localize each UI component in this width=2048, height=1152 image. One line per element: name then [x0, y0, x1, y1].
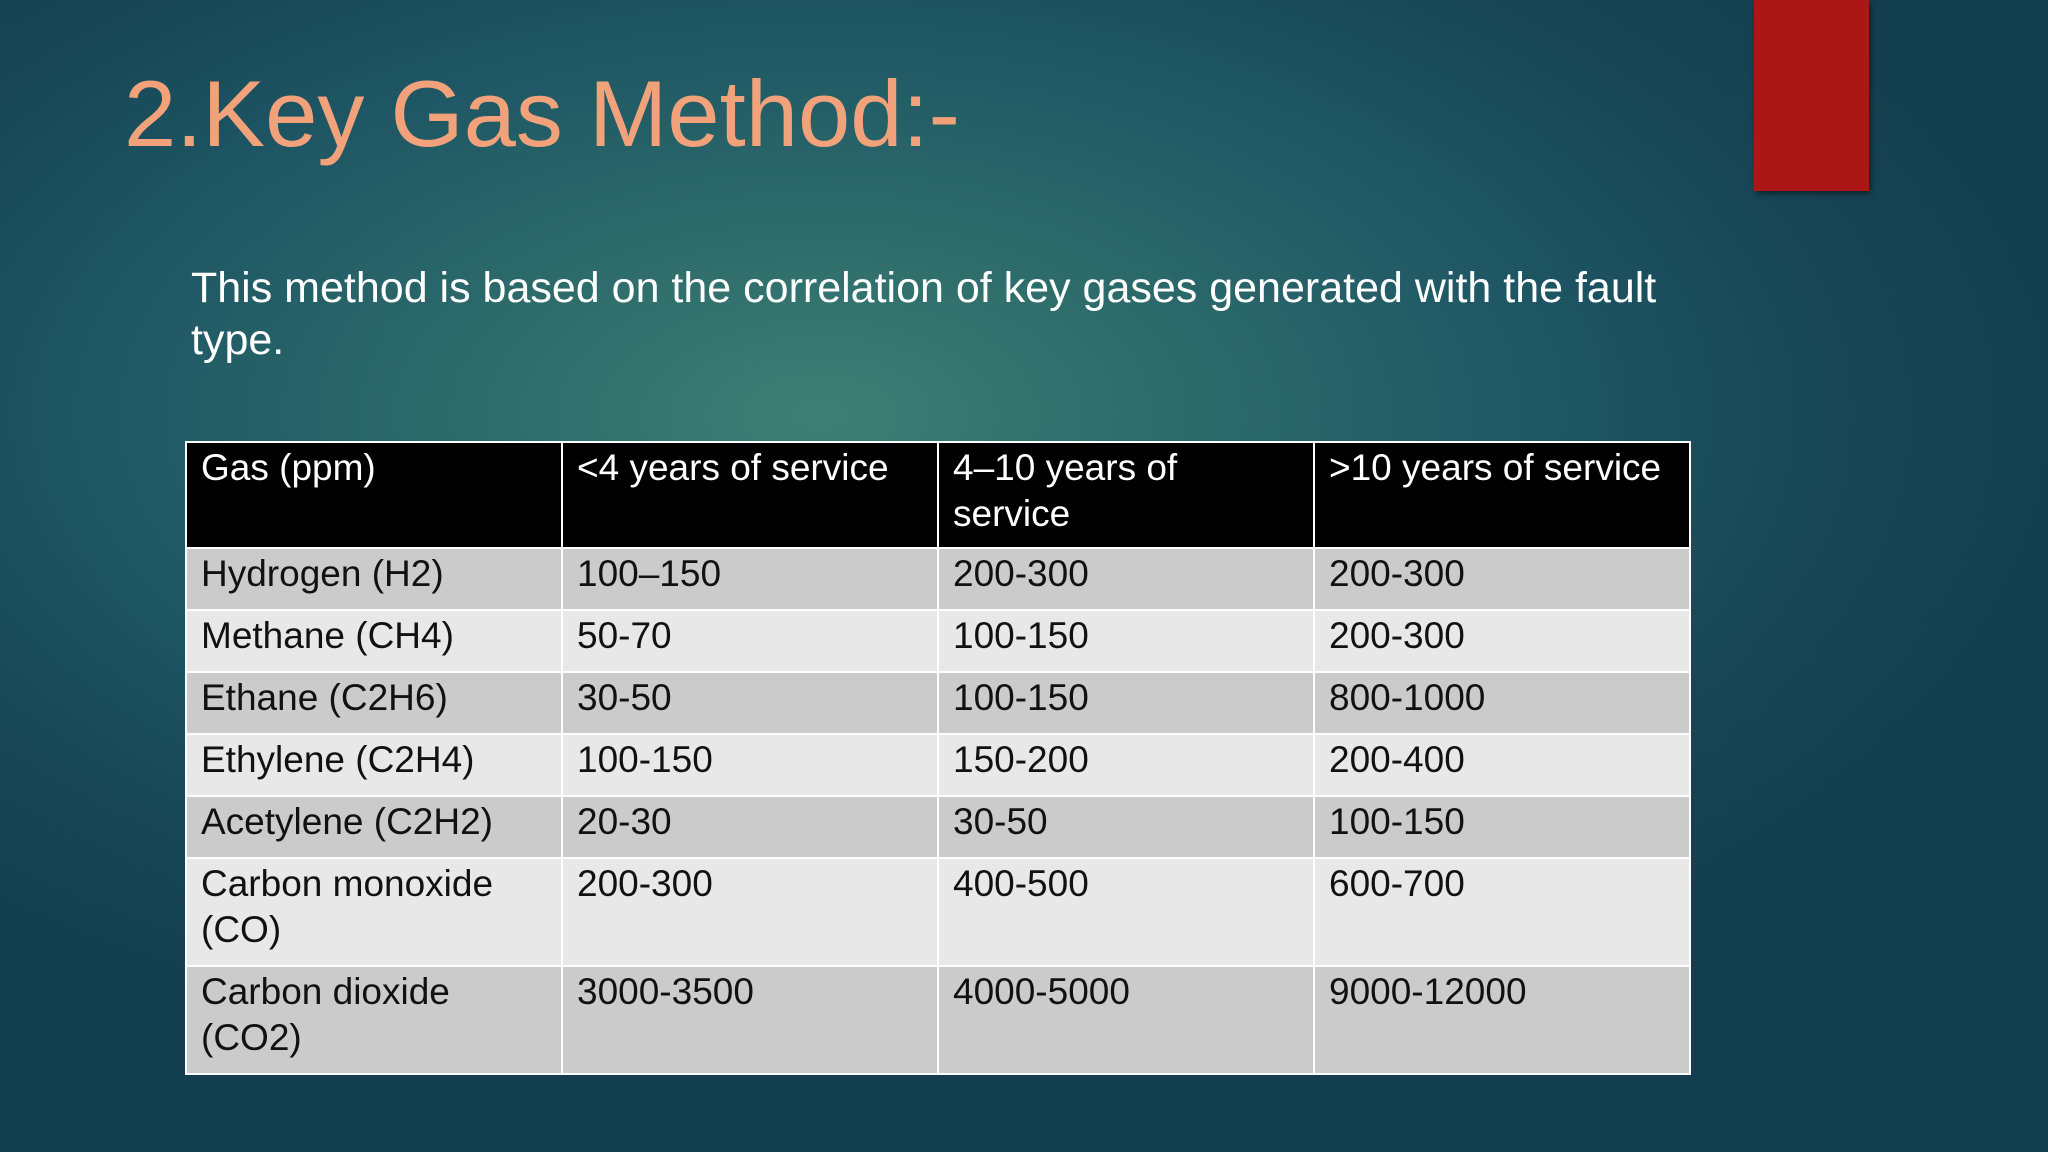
value-cell: 100-150 — [937, 671, 1315, 735]
value-cell: 100–150 — [561, 547, 939, 611]
gas-name-cell: Methane (CH4) — [185, 609, 563, 673]
intro-text: This method is based on the correlation … — [191, 264, 1657, 364]
value-cell: 3000-3500 — [561, 965, 939, 1075]
value-cell: 200-400 — [1313, 733, 1691, 797]
value-cell: 200-300 — [937, 547, 1315, 611]
value-cell: 800-1000 — [1313, 671, 1691, 735]
table-row: Acetylene (C2H2) 20-30 30-50 100-150 — [185, 795, 1691, 859]
table-row: Carbon dioxide (CO2) 3000-3500 4000-5000… — [185, 965, 1691, 1075]
value-cell: 600-700 — [1313, 857, 1691, 967]
value-cell: 100-150 — [937, 609, 1315, 673]
header-under-4-years: <4 years of service — [561, 441, 939, 549]
gas-name-cell: Hydrogen (H2) — [185, 547, 563, 611]
header-over-10-years: >10 years of service — [1313, 441, 1691, 549]
value-cell: 50-70 — [561, 609, 939, 673]
value-cell: 200-300 — [1313, 547, 1691, 611]
gas-name-cell: Ethylene (C2H4) — [185, 733, 563, 797]
gas-name-cell: Carbon dioxide (CO2) — [185, 965, 563, 1075]
value-cell: 100-150 — [1313, 795, 1691, 859]
value-cell: 9000-12000 — [1313, 965, 1691, 1075]
table-header-row: Gas (ppm) <4 years of service 4–10 years… — [185, 441, 1691, 549]
table-row: Ethylene (C2H4) 100-150 150-200 200-400 — [185, 733, 1691, 797]
gas-name-cell: Acetylene (C2H2) — [185, 795, 563, 859]
header-gas: Gas (ppm) — [185, 441, 563, 549]
value-cell: 400-500 — [937, 857, 1315, 967]
value-cell: 20-30 — [561, 795, 939, 859]
value-cell: 30-50 — [561, 671, 939, 735]
table-row: Hydrogen (H2) 100–150 200-300 200-300 — [185, 547, 1691, 611]
gas-name-cell: Ethane (C2H6) — [185, 671, 563, 735]
table-row: Ethane (C2H6) 30-50 100-150 800-1000 — [185, 671, 1691, 735]
value-cell: 30-50 — [937, 795, 1315, 859]
slide-title: 2.Key Gas Method:- — [124, 61, 960, 166]
gas-name-cell: Carbon monoxide (CO) — [185, 857, 563, 967]
key-gas-table: Gas (ppm) <4 years of service 4–10 years… — [185, 441, 1691, 1075]
table-row: Carbon monoxide (CO) 200-300 400-500 600… — [185, 857, 1691, 967]
accent-bar — [1754, 0, 1869, 191]
value-cell: 200-300 — [561, 857, 939, 967]
table-row: Methane (CH4) 50-70 100-150 200-300 — [185, 609, 1691, 673]
value-cell: 100-150 — [561, 733, 939, 797]
value-cell: 200-300 — [1313, 609, 1691, 673]
value-cell: 150-200 — [937, 733, 1315, 797]
value-cell: 4000-5000 — [937, 965, 1315, 1075]
header-4-10-years: 4–10 years of service — [937, 441, 1315, 549]
